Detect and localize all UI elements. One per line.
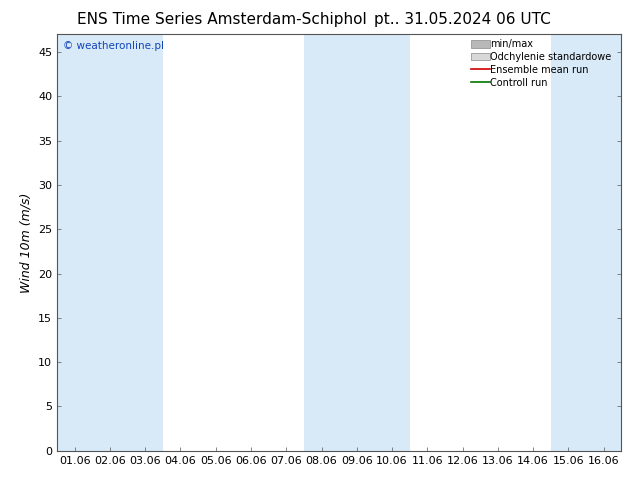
Legend: min/max, Odchylenie standardowe, Ensemble mean run, Controll run: min/max, Odchylenie standardowe, Ensembl… [471,39,616,88]
Text: pt.. 31.05.2024 06 UTC: pt.. 31.05.2024 06 UTC [375,12,551,27]
Bar [57,34,93,451]
Bar [375,34,410,451]
Text: © weatheronline.pl: © weatheronline.pl [63,41,164,50]
Bar [93,34,127,451]
Bar [304,34,339,451]
Bar [586,34,621,451]
Y-axis label: Wind 10m (m/s): Wind 10m (m/s) [20,193,32,293]
Bar [127,34,163,451]
Bar [339,34,375,451]
Bar [551,34,586,451]
Text: ENS Time Series Amsterdam-Schiphol: ENS Time Series Amsterdam-Schiphol [77,12,367,27]
